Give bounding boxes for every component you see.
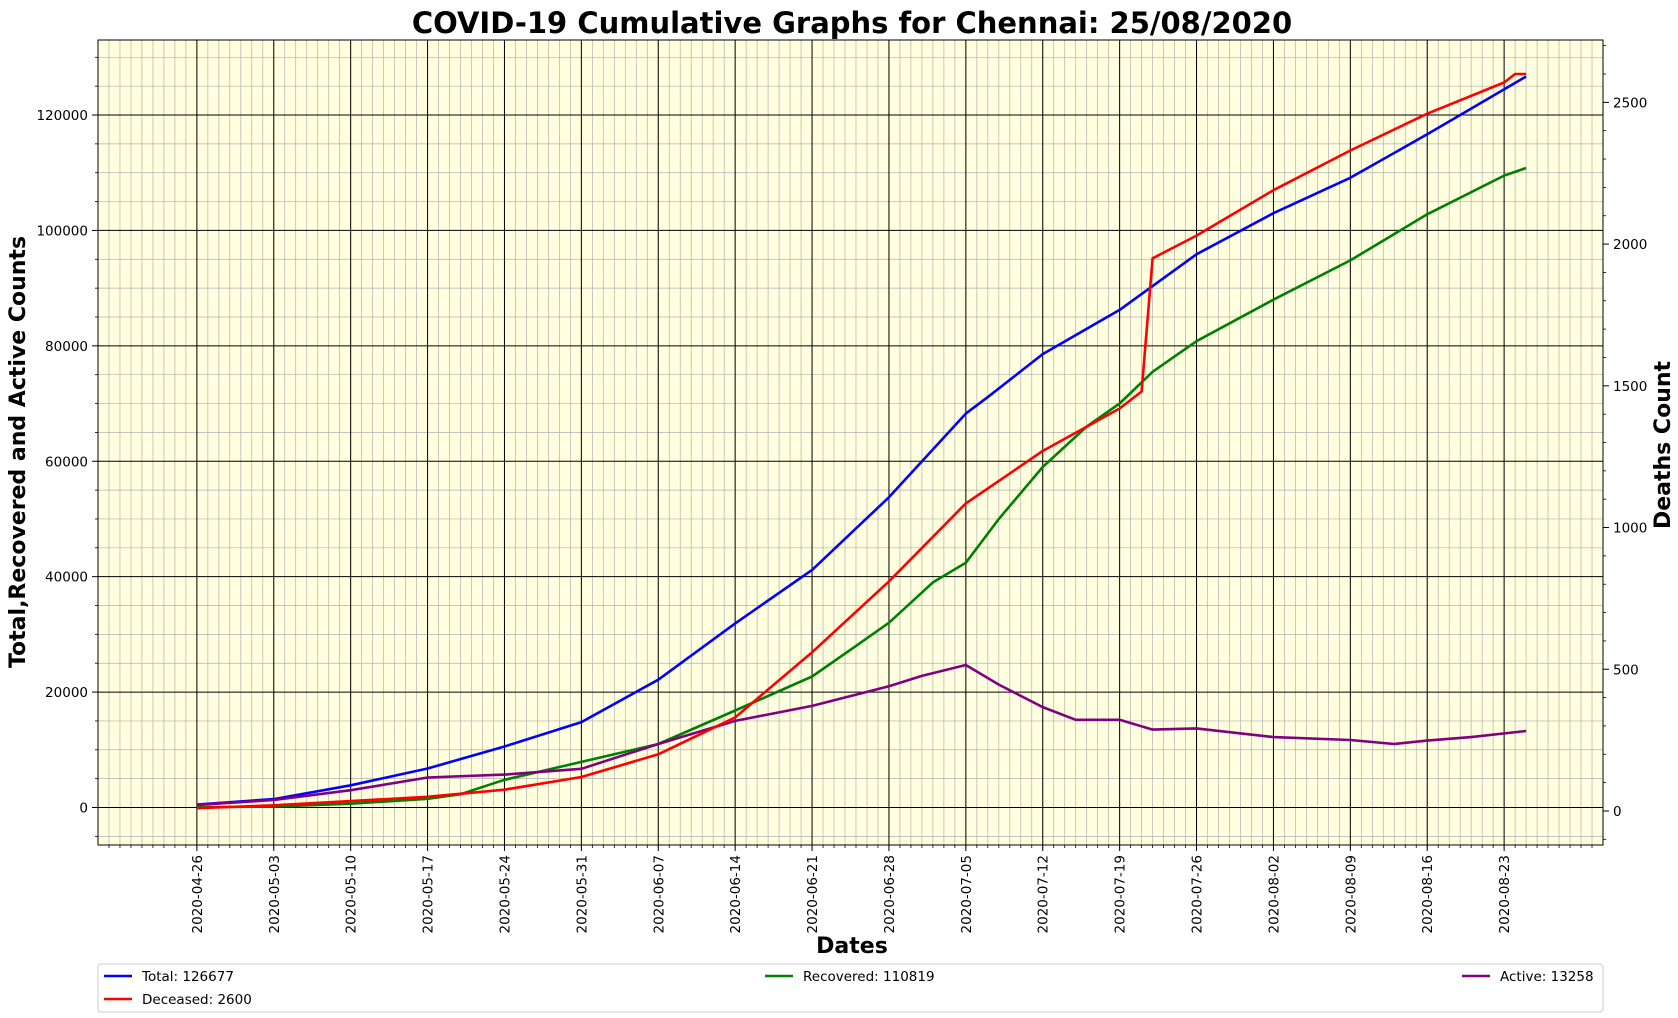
y-tick-label: 40000 (45, 570, 88, 586)
x-tick-label: 2020-07-12 (1036, 855, 1052, 933)
legend-label-3: Deceased: 2600 (142, 992, 252, 1008)
x-tick-label: 2020-08-09 (1343, 855, 1359, 933)
chart-title: COVID-19 Cumulative Graphs for Chennai: … (412, 6, 1292, 40)
x-tick-label: 2020-05-31 (574, 855, 590, 933)
y2-tick-label: 500 (1613, 662, 1639, 678)
x-tick-label: 2020-08-23 (1497, 855, 1513, 933)
legend-label-0: Total: 126677 (141, 969, 234, 985)
y-tick-label: 80000 (45, 339, 88, 355)
x-tick-label: 2020-06-28 (882, 855, 898, 933)
y2-axis-label: Deaths Count (1651, 360, 1676, 529)
x-tick-label: 2020-07-26 (1190, 855, 1206, 933)
x-tick-label: 2020-05-03 (267, 855, 283, 933)
plot-area: 2020-04-26 2020-05-03 2020-05-10 2020-05-17… (36, 39, 1647, 933)
x-tick-label: 2020-08-16 (1420, 855, 1436, 933)
y2-tick-label: 2500 (1613, 95, 1647, 111)
legend: Total: 126677 Recovered: 110819 Active: 13… (97, 963, 1604, 1013)
y2-tick-label: 2000 (1613, 237, 1647, 253)
x-tick-label: 2020-06-21 (805, 855, 821, 933)
series-line-3 (196, 72, 1527, 810)
y2-tick-label: 0 (1613, 804, 1622, 820)
legend-box (97, 963, 1604, 1013)
x-tick-label: 2020-05-17 (421, 855, 437, 933)
legend-label-2: Active: 13258 (1500, 969, 1594, 985)
y-tick-label: 100000 (36, 223, 88, 239)
x-tick-label: 2020-06-07 (651, 855, 667, 933)
x-tick-label: 2020-04-26 (190, 855, 206, 933)
y-tick-label: 120000 (36, 108, 88, 124)
legend-label-1: Recovered: 110819 (803, 969, 935, 985)
y-axis-label: Total,Recovered and Active Counts (6, 236, 31, 668)
y-tick-label: 60000 (45, 454, 88, 470)
x-tick-label: 2020-05-10 (344, 855, 360, 933)
series-line-0 (196, 75, 1527, 806)
series-line-2 (196, 663, 1527, 807)
plot-background (98, 40, 1603, 845)
x-axis-label: Dates (816, 934, 888, 959)
y2-tick-label: 1500 (1613, 379, 1647, 395)
x-tick-label: 2020-06-14 (728, 855, 744, 933)
x-tick-label: 2020-08-02 (1266, 855, 1282, 933)
x-tick-label: 2020-05-24 (497, 855, 513, 933)
x-tick-label: 2020-07-05 (959, 855, 975, 933)
y-tick-label: 0 (79, 800, 88, 816)
y2-tick-label: 1000 (1613, 521, 1647, 537)
y-tick-label: 20000 (45, 685, 88, 701)
x-tick-label: 2020-07-19 (1113, 855, 1129, 933)
